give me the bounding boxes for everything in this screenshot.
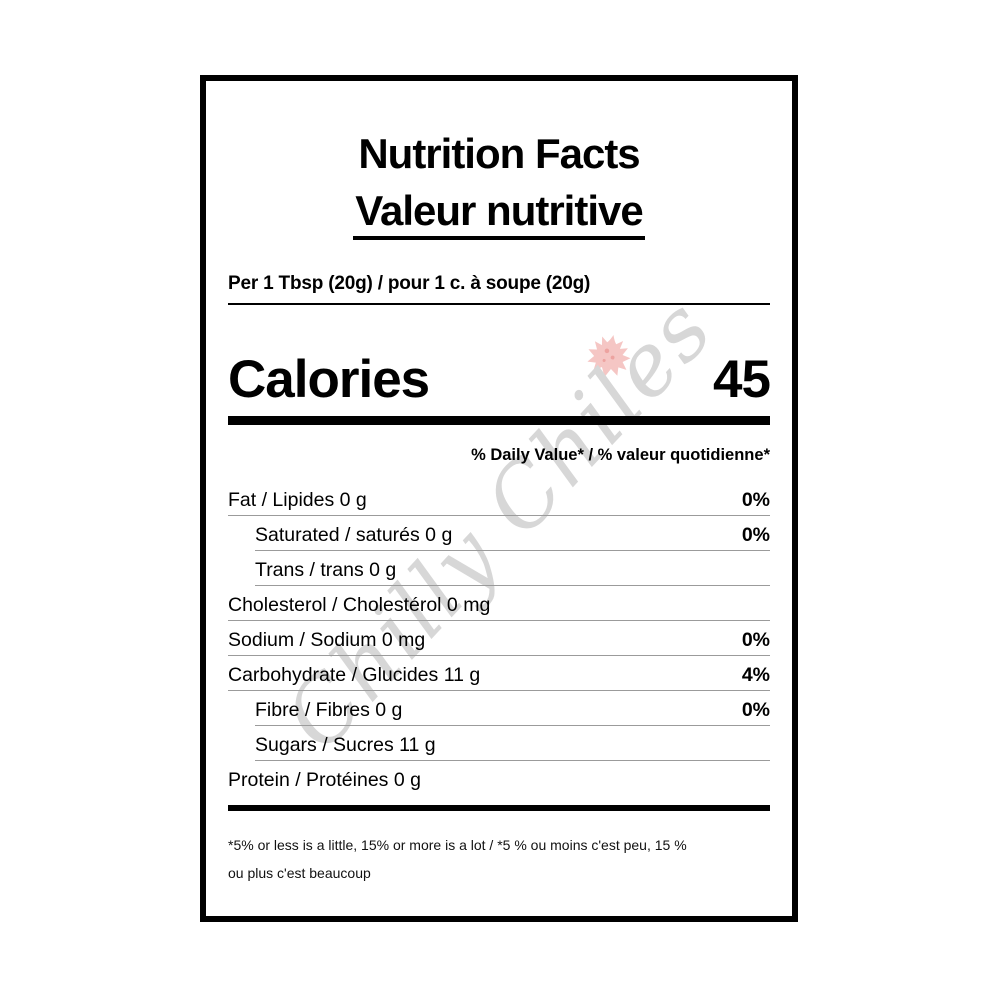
nutrient-row: Saturated / saturés 0 g 0% [228,524,770,551]
nutrient-label: Saturated / saturés 0 g [255,524,453,546]
nutrient-row: Carbohydrate / Glucides 11 g 4% [228,664,770,691]
nutrient-label: Fat / Lipides 0 g [228,489,367,511]
nutrient-percent: 0% [741,629,770,651]
nutrient-label: Protein / Protéines 0 g [228,769,421,791]
nutrient-label: Sugars / Sucres 11 g [255,734,436,756]
title-french: Valeur nutritive [228,188,770,240]
nutrient-row: Sodium / Sodium 0 mg 0% [228,629,770,656]
nutrient-percent: 0% [741,489,770,511]
nutrient-row: Trans / trans 0 g [228,559,770,586]
divider-thick-bottom [228,805,770,811]
footnote-line-2: ou plus c'est beaucoup [228,865,371,881]
nutrient-label: Trans / trans 0 g [255,559,397,581]
nutrient-label: Cholesterol / Cholestérol 0 mg [228,594,491,616]
nutrient-label: Sodium / Sodium 0 mg [228,629,426,651]
calories-row: Calories 45 [228,350,771,409]
nutrient-percent: 4% [741,664,770,686]
divider-thick-top [228,416,770,425]
label-content: Nutrition Facts Valeur nutritive Per 1 T… [206,81,792,916]
nutrient-percent: 0% [741,699,770,721]
nutrient-label: Carbohydrate / Glucides 11 g [228,664,481,686]
footnote: *5% or less is a little, 15% or more is … [228,831,770,887]
nutrient-percent: 0% [741,524,770,546]
nutrient-row: Fibre / Fibres 0 g 0% [228,699,770,726]
nutrient-label: Fibre / Fibres 0 g [255,699,403,721]
calories-label: Calories [228,350,430,409]
calories-value: 45 [713,350,771,409]
nutrient-row: Cholesterol / Cholestérol 0 mg [228,594,770,621]
footnote-line-1: *5% or less is a little, 15% or more is … [228,837,687,853]
daily-value-header: % Daily Value* / % valeur quotidienne* [471,446,770,464]
serving-size: Per 1 Tbsp (20g) / pour 1 c. à soupe (20… [228,273,770,305]
nutrition-facts-label: Chilly Chiles Nutrition Facts Valeur nut… [200,75,798,922]
nutrient-row: Sugars / Sucres 11 g [228,734,770,761]
nutrients-list: Fat / Lipides 0 g 0% Saturated / saturés 0… [228,489,770,796]
title-french-text: Valeur nutritive [353,188,645,240]
nutrient-row: Protein / Protéines 0 g [228,769,770,796]
title-english: Nutrition Facts [358,130,640,177]
nutrient-row: Fat / Lipides 0 g 0% [228,489,770,516]
